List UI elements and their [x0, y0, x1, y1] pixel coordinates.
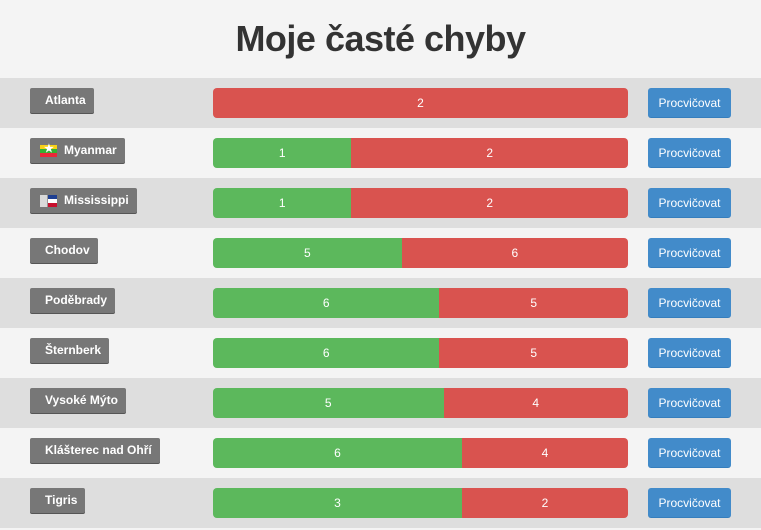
wrong-segment: 5: [439, 338, 628, 368]
place-name: Šternberk: [45, 343, 102, 357]
correct-segment: 6: [213, 338, 440, 368]
list-item: Myanmar 1 2 Procvičovat: [0, 128, 761, 178]
correct-segment: 6: [213, 438, 462, 468]
place-label[interactable]: Myanmar: [30, 138, 125, 163]
correct-segment: 1: [213, 188, 352, 218]
answer-bar: 6 5: [213, 338, 628, 368]
wrong-segment: 4: [462, 438, 628, 468]
answer-bar: 3 2: [213, 488, 628, 518]
wrong-segment: 2: [351, 138, 628, 168]
correct-segment: 5: [213, 238, 402, 268]
wrong-segment: 2: [462, 488, 628, 518]
place-name: Poděbrady: [45, 293, 108, 307]
answer-bar: 6 5: [213, 288, 628, 318]
correct-segment: 5: [213, 388, 444, 418]
answer-bar: 5 6: [213, 238, 628, 268]
answer-bar: 1 2: [213, 138, 628, 168]
place-name: Atlanta: [45, 93, 86, 107]
practice-button[interactable]: Procvičovat: [648, 388, 731, 418]
list-item: Šternberk 6 5 Procvičovat: [0, 328, 761, 378]
wrong-segment: 2: [213, 88, 628, 118]
practice-button[interactable]: Procvičovat: [648, 238, 731, 268]
practice-button[interactable]: Procvičovat: [648, 488, 731, 518]
mistakes-list: Atlanta 2 Procvičovat Myanmar 1 2 Procvi…: [0, 78, 761, 528]
list-item: Vysoké Mýto 5 4 Procvičovat: [0, 378, 761, 428]
answer-bar: 2: [213, 88, 628, 118]
place-label[interactable]: Tigris: [30, 488, 86, 513]
mississippi-flag-icon: [40, 194, 57, 207]
place-name: Myanmar: [64, 143, 117, 157]
correct-segment: 3: [213, 488, 462, 518]
place-label[interactable]: Šternberk: [30, 338, 110, 363]
answer-bar: 6 4: [213, 438, 628, 468]
place-label[interactable]: Klášterec nad Ohří: [30, 438, 160, 463]
list-item: Chodov 5 6 Procvičovat: [0, 228, 761, 278]
correct-segment: 6: [213, 288, 440, 318]
practice-button[interactable]: Procvičovat: [648, 338, 731, 368]
place-name: Mississippi: [64, 193, 129, 207]
place-name: Chodov: [45, 243, 90, 257]
place-label[interactable]: Vysoké Mýto: [30, 388, 126, 413]
wrong-segment: 4: [443, 388, 628, 418]
place-label[interactable]: Poděbrady: [30, 288, 116, 313]
place-label[interactable]: Chodov: [30, 238, 98, 263]
place-label[interactable]: Mississippi: [30, 188, 137, 213]
myanmar-flag-icon: [40, 142, 57, 157]
practice-button[interactable]: Procvičovat: [648, 188, 731, 218]
correct-segment: 1: [213, 138, 352, 168]
wrong-segment: 2: [351, 188, 628, 218]
page-title: Moje časté chyby: [235, 18, 526, 59]
list-item: Mississippi 1 2 Procvičovat: [0, 178, 761, 228]
list-item: Tigris 3 2 Procvičovat: [0, 478, 761, 528]
place-label[interactable]: Atlanta: [30, 88, 94, 113]
place-name: Vysoké Mýto: [45, 393, 118, 407]
answer-bar: 5 4: [213, 388, 628, 418]
answer-bar: 1 2: [213, 188, 628, 218]
wrong-segment: 6: [401, 238, 628, 268]
practice-button[interactable]: Procvičovat: [648, 438, 731, 468]
practice-button[interactable]: Procvičovat: [648, 288, 731, 318]
list-item: Poděbrady 6 5 Procvičovat: [0, 278, 761, 328]
list-item: Klášterec nad Ohří 6 4 Procvičovat: [0, 428, 761, 478]
place-name: Tigris: [45, 493, 78, 507]
practice-button[interactable]: Procvičovat: [648, 88, 731, 118]
place-name: Klášterec nad Ohří: [45, 443, 152, 457]
list-item: Atlanta 2 Procvičovat: [0, 78, 761, 128]
practice-button[interactable]: Procvičovat: [648, 138, 731, 168]
wrong-segment: 5: [439, 288, 628, 318]
